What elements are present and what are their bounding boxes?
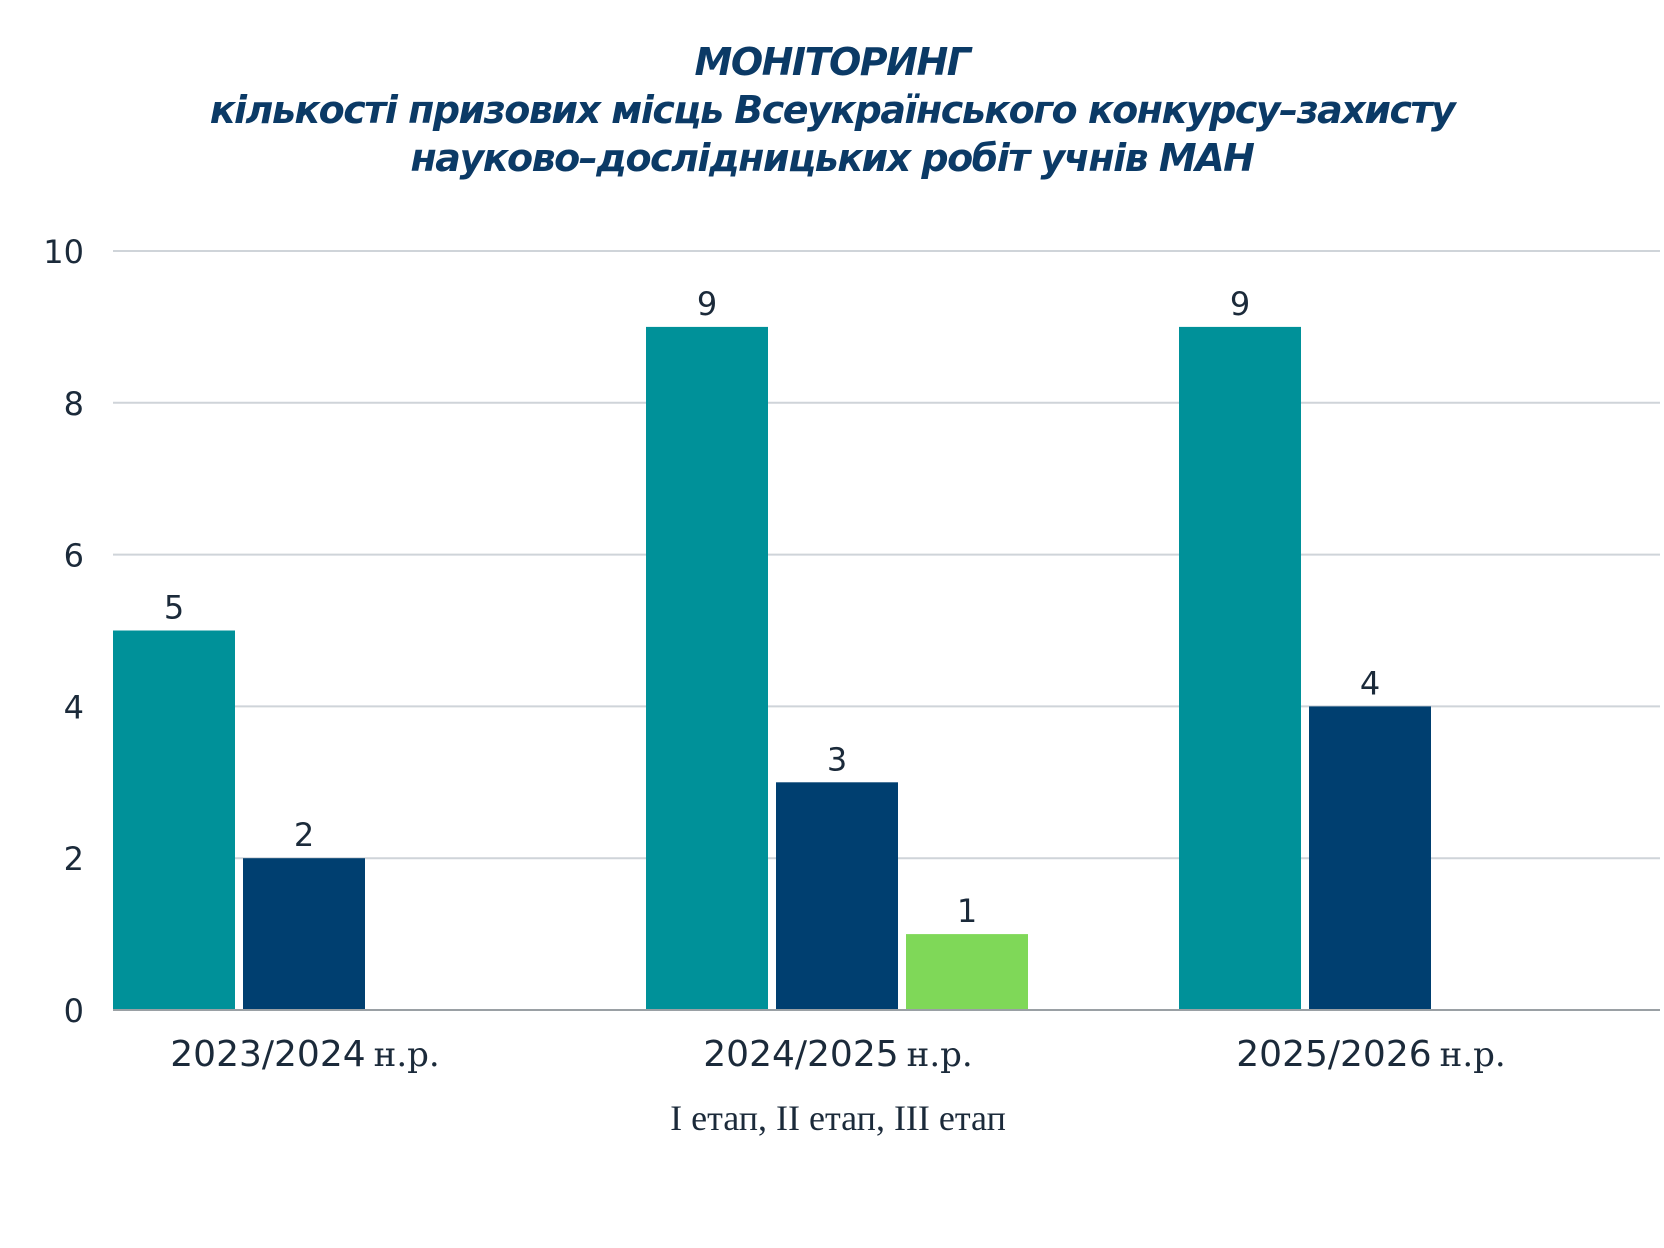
chart-title: МОНІТОРИНГ кількості призових місць Всеу… bbox=[0, 38, 1664, 182]
data-label: 1 bbox=[957, 892, 977, 930]
bar bbox=[113, 630, 235, 1010]
y-tick-label: 6 bbox=[64, 537, 84, 575]
data-label: 5 bbox=[164, 589, 184, 627]
chart-title-line-1: МОНІТОРИНГ bbox=[694, 40, 971, 84]
data-label: 9 bbox=[697, 285, 717, 323]
bar bbox=[1309, 706, 1431, 1010]
bar bbox=[243, 858, 365, 1010]
y-tick-label: 0 bbox=[64, 992, 84, 1030]
chart-title-line-3: науково–дослідницьких робіт учнів МАН bbox=[410, 136, 1255, 180]
data-label: 2 bbox=[294, 816, 314, 854]
bar bbox=[906, 934, 1028, 1010]
x-axis-categories: 2023/2024 н.р. 2024/2025 н.р. 2025/2026 н.р. bbox=[170, 1034, 1505, 1075]
bar bbox=[776, 782, 898, 1010]
bar bbox=[646, 326, 768, 1010]
y-tick-label: 10 bbox=[43, 233, 84, 271]
y-tick-label: 2 bbox=[64, 840, 84, 878]
bars bbox=[113, 326, 1431, 1010]
data-label: 3 bbox=[827, 740, 847, 778]
x-tick-label: 2023/2024 н.р. bbox=[170, 1034, 439, 1075]
data-label: 9 bbox=[1230, 285, 1250, 323]
y-axis-ticks: 0 2 4 6 8 10 bbox=[43, 233, 84, 1030]
y-tick-label: 4 bbox=[64, 688, 84, 726]
chart-title-line-2: кількості призових місць Всеукраїнського… bbox=[209, 88, 1456, 132]
data-label: 4 bbox=[1360, 664, 1380, 702]
data-labels: 5 2 9 3 1 9 4 bbox=[164, 285, 1380, 930]
y-tick-label: 8 bbox=[64, 385, 84, 423]
bar bbox=[1179, 326, 1301, 1010]
x-tick-label: 2025/2026 н.р. bbox=[1236, 1034, 1505, 1075]
x-axis-label: I етап, II етап, III етап bbox=[670, 1098, 1006, 1138]
x-tick-label: 2024/2025 н.р. bbox=[703, 1034, 972, 1075]
